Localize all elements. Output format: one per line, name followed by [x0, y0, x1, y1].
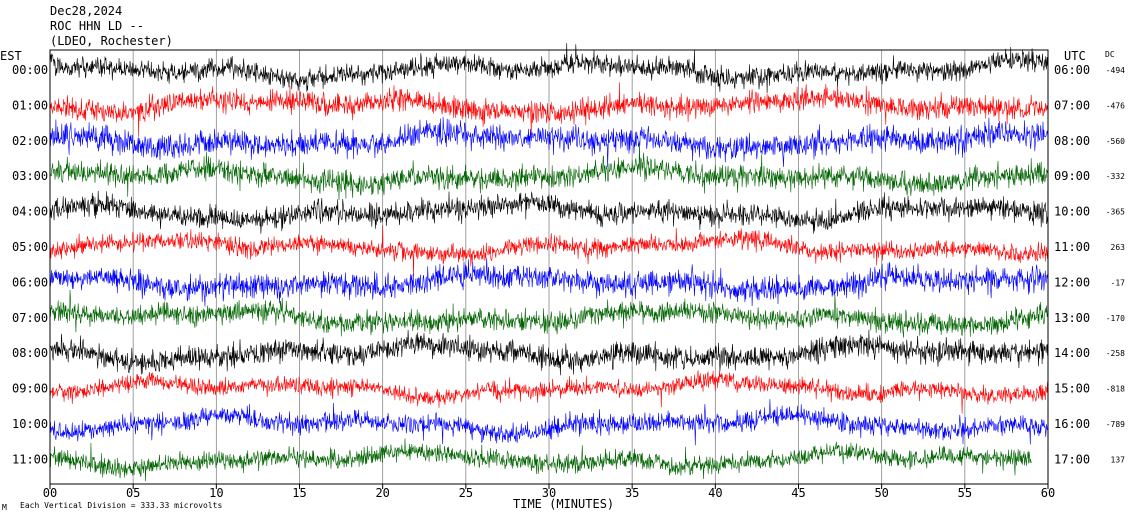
local-time-label: 09:00 [12, 382, 48, 396]
dc-offset-labels: -494 -476 -560 -332 -365 263 -17 -170 -258 -818 -7… [1106, 66, 1125, 464]
dc-offset-label: -170 [1106, 314, 1125, 323]
local-time-label: 04:00 [12, 205, 48, 219]
utc-zone-label: UTC [1064, 49, 1086, 63]
utc-time-label: 07:00 [1054, 98, 1090, 112]
dc-offset-label: -365 [1106, 208, 1125, 217]
footer-marker: M [2, 503, 7, 512]
utc-time-label: 10:00 [1054, 205, 1090, 219]
utc-time-label: 11:00 [1054, 240, 1090, 254]
x-tick-label-05: 05 [126, 486, 140, 500]
trace-row-0200 [49, 116, 1049, 168]
chart-date: Dec28,2024 [50, 4, 122, 18]
trace-row-0700 [49, 289, 1049, 338]
dc-offset-label: -258 [1106, 349, 1125, 358]
seismic-traces [49, 43, 1049, 482]
x-tick-label-35: 35 [625, 486, 639, 500]
utc-time-label: 09:00 [1054, 169, 1090, 183]
trace-row-0300 [49, 141, 1049, 201]
chart-network: (LDEO, Rochester) [50, 34, 173, 48]
trace-row-1000 [49, 399, 1049, 446]
x-tick-label-40: 40 [708, 486, 722, 500]
trace-row-0400 [49, 190, 1049, 234]
utc-time-label: 13:00 [1054, 311, 1090, 325]
local-time-label: 07:00 [12, 311, 48, 325]
x-tick-label-10: 10 [209, 486, 223, 500]
trace-row-1100 [49, 438, 1032, 482]
dc-offset-label: -17 [1111, 278, 1126, 287]
local-time-label: 00:00 [12, 63, 48, 77]
x-tick-label-45: 45 [791, 486, 805, 500]
dc-offset-label: 137 [1111, 455, 1126, 464]
x-tick-label-20: 20 [375, 486, 389, 500]
local-time-label: 01:00 [12, 98, 48, 112]
chart-station: ROC HHN LD -- [50, 19, 144, 33]
x-tick-label-30: 30 [542, 486, 556, 500]
local-time-label: 11:00 [12, 452, 48, 466]
local-time-label: 06:00 [12, 275, 48, 289]
local-zone-label: EST [0, 49, 22, 63]
local-time-label: 10:00 [12, 417, 48, 431]
trace-row-0600 [49, 257, 1049, 307]
local-time-label: 05:00 [12, 240, 48, 254]
dc-offset-label: -818 [1106, 385, 1125, 394]
dc-offset-label: -332 [1106, 172, 1125, 181]
local-time-label: 08:00 [12, 346, 48, 360]
utc-time-label: 14:00 [1054, 346, 1090, 360]
x-tick-label-25: 25 [459, 486, 473, 500]
local-time-labels: 00:00 01:00 02:00 03:00 04:00 05:00 06:00 07:00… [12, 63, 48, 466]
dc-offset-label: 263 [1111, 243, 1126, 252]
dc-offset-label: -560 [1106, 137, 1125, 146]
utc-time-label: 15:00 [1054, 382, 1090, 396]
scale-note: Each Vertical Division = 333.33 microvol… [20, 501, 222, 510]
dc-header: DC [1105, 50, 1115, 59]
utc-time-label: 12:00 [1054, 275, 1090, 289]
local-time-label: 02:00 [12, 134, 48, 148]
dc-offset-label: -476 [1106, 101, 1125, 110]
trace-row-0900 [49, 370, 1049, 414]
trace-row-0100 [49, 82, 1049, 137]
x-axis-title: TIME (MINUTES) [513, 497, 614, 511]
utc-time-label: 16:00 [1054, 417, 1090, 431]
x-tick-label-00: 00 [43, 486, 57, 500]
utc-time-label: 08:00 [1054, 134, 1090, 148]
dc-offset-label: -789 [1106, 420, 1125, 429]
x-tick-label-15: 15 [292, 486, 306, 500]
x-tick-label-60: 60 [1041, 486, 1055, 500]
x-tick-label-50: 50 [874, 486, 888, 500]
trace-row-0800 [49, 329, 1049, 376]
x-tick-label-55: 55 [958, 486, 972, 500]
x-axis-ticks: 00 05 10 15 20 25 30 35 40 45 50 55 60 [43, 484, 1055, 500]
utc-time-label: 17:00 [1054, 452, 1090, 466]
local-time-label: 03:00 [12, 169, 48, 183]
dc-offset-label: -494 [1106, 66, 1125, 75]
utc-time-labels: 06:00 07:00 08:00 09:00 10:00 11:00 12:00 13:00… [1054, 63, 1090, 466]
trace-row-0000 [49, 43, 1049, 94]
utc-time-label: 06:00 [1054, 63, 1090, 77]
trace-row-0500 [49, 225, 1049, 277]
